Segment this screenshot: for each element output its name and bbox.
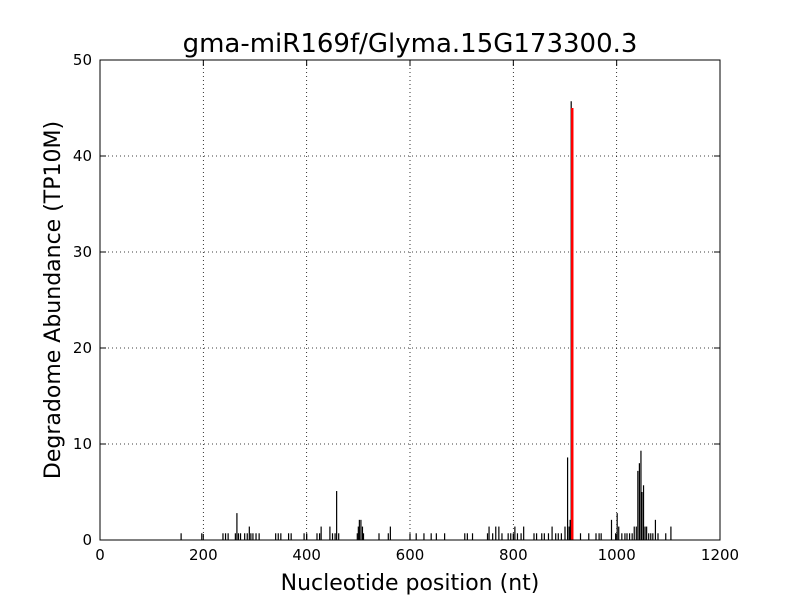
x-tick-label: 1200 [701, 546, 739, 564]
axis-ticks: 0 200 400 600 800 1000 1200 0 10 20 30 40 50 [73, 51, 739, 564]
y-tick-label: 20 [73, 339, 92, 357]
x-axis-label: Nucleotide position (nt) [281, 571, 540, 596]
chart-title: gma-miR169f/Glyma.15G173300.3 [183, 29, 638, 59]
y-tick-label: 50 [73, 51, 92, 69]
grid [100, 60, 720, 540]
y-tick-label: 40 [73, 147, 92, 165]
x-tick-label: 0 [95, 546, 105, 564]
y-tick-label: 0 [82, 531, 92, 549]
y-tick-label: 10 [73, 435, 92, 453]
x-tick-label: 1000 [598, 546, 636, 564]
x-tick-label: 400 [292, 546, 321, 564]
x-tick-label: 200 [189, 546, 218, 564]
y-axis-label: Degradome Abundance (TP10M) [41, 121, 66, 479]
y-tick-label: 30 [73, 243, 92, 261]
x-tick-label: 800 [499, 546, 528, 564]
x-tick-label: 600 [396, 546, 425, 564]
